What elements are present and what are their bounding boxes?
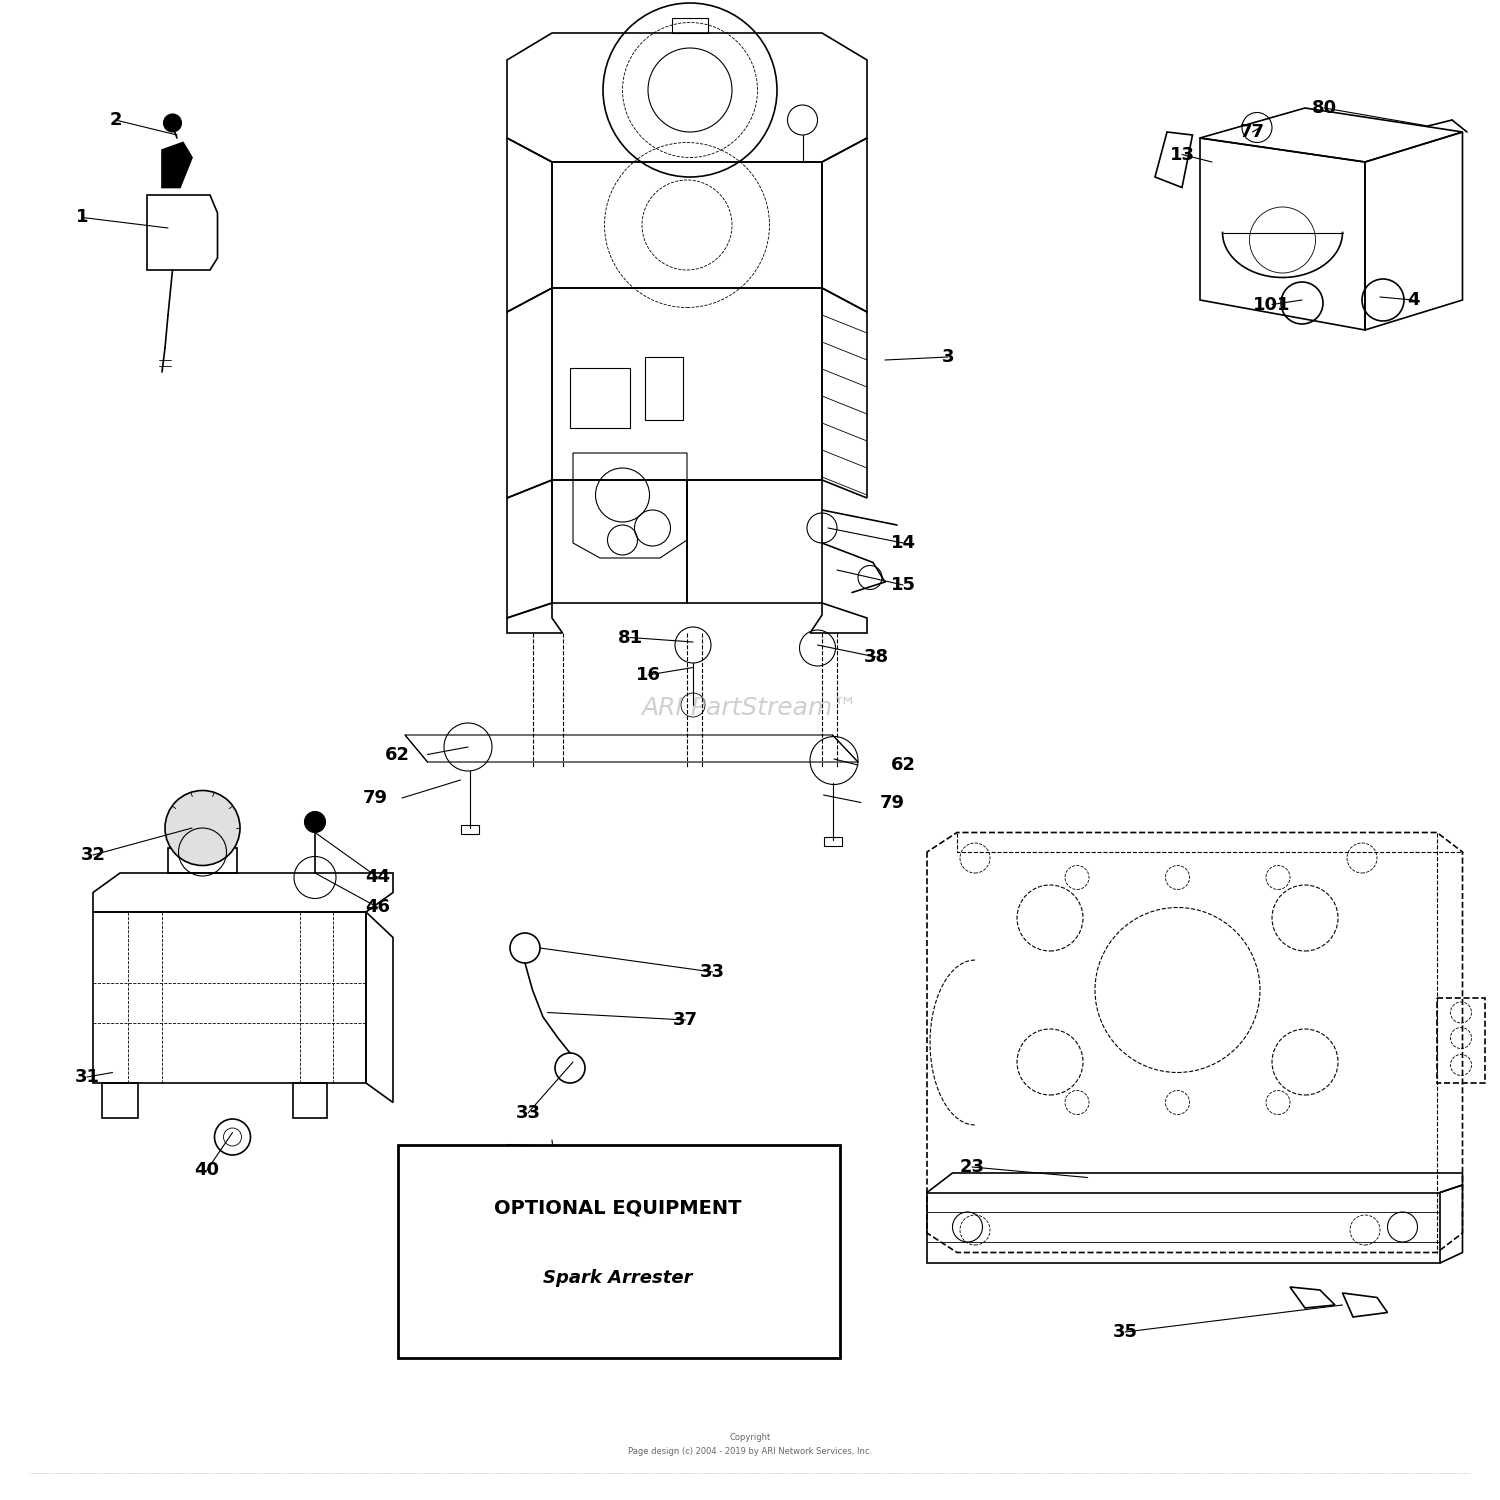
Text: 44: 44 xyxy=(366,868,390,886)
Text: 16: 16 xyxy=(636,666,660,684)
Circle shape xyxy=(165,790,240,865)
Text: 2: 2 xyxy=(110,111,122,129)
Text: 32: 32 xyxy=(81,846,105,864)
Text: 23: 23 xyxy=(960,1158,984,1176)
Text: 46: 46 xyxy=(366,898,390,916)
Text: 79: 79 xyxy=(880,794,904,812)
Text: ARI PartStream™: ARI PartStream™ xyxy=(642,696,858,720)
Text: Page design (c) 2004 - 2019 by ARI Network Services, Inc.: Page design (c) 2004 - 2019 by ARI Netwo… xyxy=(628,1448,872,1456)
Text: 33: 33 xyxy=(516,1104,540,1122)
Text: 31: 31 xyxy=(75,1068,99,1086)
Text: Spark Arrester: Spark Arrester xyxy=(543,1269,693,1287)
Text: 101: 101 xyxy=(1254,296,1290,314)
Text: OPTIONAL EQUIPMENT: OPTIONAL EQUIPMENT xyxy=(495,1198,741,1216)
Text: 14: 14 xyxy=(891,534,915,552)
Text: 77: 77 xyxy=(1240,123,1264,141)
Text: 62: 62 xyxy=(891,756,915,774)
Text: 38: 38 xyxy=(864,648,888,666)
Text: 33: 33 xyxy=(700,963,724,981)
Text: 15: 15 xyxy=(891,576,915,594)
Text: 4: 4 xyxy=(1407,291,1419,309)
Text: 79: 79 xyxy=(363,789,387,807)
Text: Copyright: Copyright xyxy=(729,1432,771,1442)
Text: 81: 81 xyxy=(618,628,642,646)
Text: 3: 3 xyxy=(942,348,954,366)
Text: 80: 80 xyxy=(1312,99,1336,117)
Text: 62: 62 xyxy=(386,746,410,764)
Text: 13: 13 xyxy=(1170,146,1194,164)
Text: 35: 35 xyxy=(1113,1323,1137,1341)
Circle shape xyxy=(304,812,326,832)
Text: 29: 29 xyxy=(548,1202,572,1219)
Polygon shape xyxy=(162,142,192,188)
Text: 40: 40 xyxy=(195,1161,219,1179)
Text: 1: 1 xyxy=(76,209,88,226)
Text: 37: 37 xyxy=(674,1011,698,1029)
FancyBboxPatch shape xyxy=(398,1144,840,1358)
Circle shape xyxy=(164,114,182,132)
